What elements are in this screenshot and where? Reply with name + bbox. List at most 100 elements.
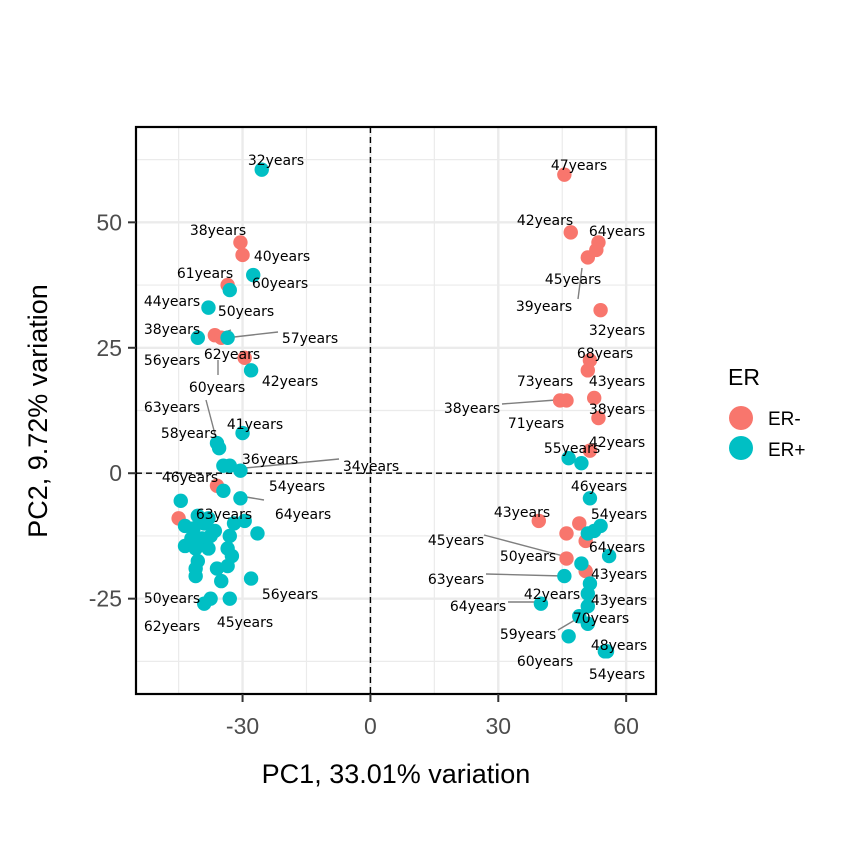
point-label: 38years [190,223,246,239]
label-leader-line [233,331,279,338]
point-label: 61years [177,266,233,282]
panel-border [134,125,658,696]
point-er-negative [235,247,250,263]
point-label: 60years [252,276,308,292]
point-er-negative [593,302,608,318]
point-label: 46years [162,470,218,486]
legend-key-er-positive [729,436,753,460]
x-axis: -30 0 30 60 [226,694,639,739]
x-tick-label: 0 [364,713,377,739]
point-label: 63years [144,400,200,416]
point-label: 60years [189,380,245,396]
point-er-negative [572,516,587,531]
point-label: 45years [545,272,601,288]
label-leader-line [485,573,564,577]
label-leader-line [577,267,583,300]
point-er-positive [188,568,203,584]
point-er-positive [190,330,206,345]
point-er-positive [580,616,596,631]
point-er-positive [243,571,259,586]
y-axis: -25 0 25 50 [89,209,136,612]
point-label: 62years [204,347,260,363]
point-er-negative [237,350,252,366]
label-leader-line [483,534,568,558]
point-er-positive [173,493,188,509]
point-label: 50years [218,304,274,320]
point-er-negative [559,393,574,408]
point-er-negative [582,443,598,458]
point-label: 59years [500,627,556,643]
legend: ER ER- ER+ [728,364,806,461]
point-er-positive [216,483,231,498]
point-label: 46years [571,479,627,495]
point-er-positive [201,300,216,315]
point-er-negative [589,242,604,258]
point-label: 43years [591,567,647,583]
point-label: 38years [144,322,200,338]
point-er-negative [531,513,546,529]
y-tick-label: 0 [109,460,122,486]
point-er-positive [254,162,269,177]
point-label: 54years [591,507,647,523]
point-label: 42years [589,435,645,451]
point-label: 44years [144,294,200,310]
point-er-positive [601,548,617,564]
point-er-positive [246,267,261,283]
point-er-negative [233,235,248,250]
point-er-positive [203,528,218,544]
point-er-negative [557,167,572,182]
point-er-positive [233,463,248,478]
legend-label-er-negative: ER- [768,409,801,430]
point-er-positive [586,523,602,539]
label-leader-line [244,458,340,469]
point-er-negative [580,363,596,378]
point-label: 50years [500,549,556,565]
point-er-positive [196,516,212,531]
point-er-positive [216,458,231,473]
point-label: 45years [428,533,484,549]
point-label: 63years [428,572,484,588]
point-label: 43years [591,593,647,609]
plot-panel: 38years40years61years38years62years60yea… [134,125,658,696]
y-tick-label: 25 [96,335,122,361]
point-label: 68years [577,346,633,362]
point-er-positive [211,440,227,456]
point-er-positive [222,528,237,544]
point-label: 56years [144,353,200,369]
point-label: 43years [494,505,550,521]
point-label: 36years [242,452,298,468]
point-er-negative [591,410,606,426]
point-label: 42years [517,213,573,229]
point-er-positive [235,425,250,441]
point-er-positive [220,330,235,345]
point-label: 54years [269,479,325,495]
point-label: 73years [517,374,573,390]
point-label: 43years [589,374,645,390]
legend-title: ER [728,364,760,390]
point-er-positive [188,541,203,556]
point-label: 40years [254,249,310,265]
point-label: 57years [282,331,338,347]
y-tick-label: -25 [89,586,122,612]
x-tick-label: -30 [226,713,259,739]
point-label: 71years [508,416,564,432]
point-label: 55years [544,441,600,457]
point-label: 62years [144,619,200,635]
point-er-negative [559,551,574,566]
point-er-positive [222,282,237,298]
point-er-positive [233,491,248,506]
point-label: 42years [524,587,580,603]
y-tick-label: 50 [96,209,122,235]
point-label: 48years [591,638,647,654]
point-label: 41years [227,417,283,433]
point-label: 60years [517,654,573,670]
point-er-positive [201,541,216,556]
legend-key-er-negative [729,406,753,430]
point-label: 64years [589,224,645,240]
point-labels: 38years40years61years38years62years60yea… [144,153,647,683]
point-label: 32years [589,323,645,339]
point-er-negative [563,225,578,240]
point-label: 56years [262,587,318,603]
label-leader-line [501,399,557,405]
point-label: 38years [444,401,500,417]
